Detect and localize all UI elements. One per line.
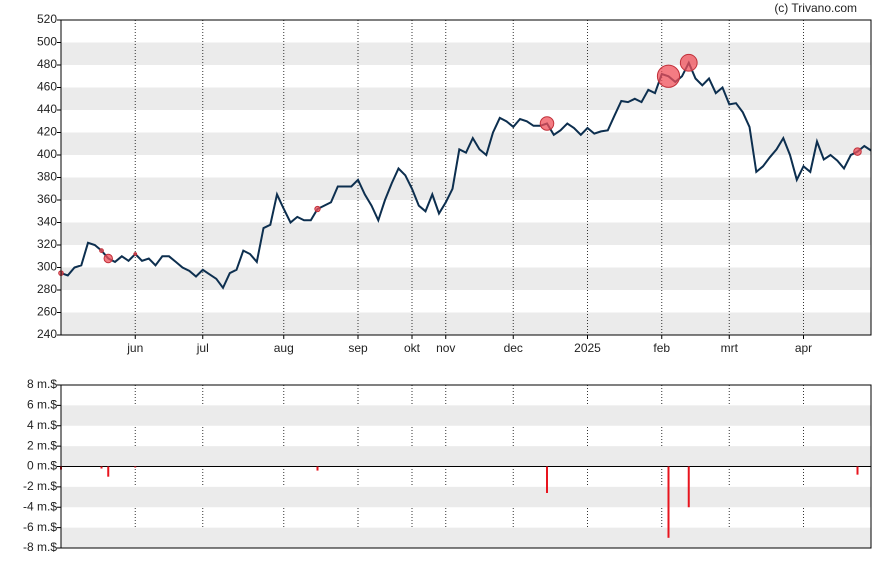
plot-frame [60, 384, 872, 549]
trade-marker [656, 64, 681, 88]
y-tick-label: 420 [37, 125, 57, 139]
grid-band [61, 405, 871, 426]
bar [856, 466, 859, 475]
y-tick-label: 380 [37, 170, 57, 184]
y-tick-label: 480 [37, 57, 57, 71]
x-tick-label: jun [126, 341, 143, 355]
y-tick-label: 240 [37, 327, 57, 341]
x-tick-label: dec [504, 341, 523, 355]
y-tick-label: 2 m.$ [27, 438, 57, 452]
bar [546, 466, 548, 493]
trade-marker [679, 53, 698, 72]
y-tick-label: 4 m.$ [27, 418, 57, 432]
plot-frame [60, 19, 872, 336]
y-tick-label: -8 m.$ [23, 540, 57, 554]
grid-band [61, 486, 871, 508]
grid-band [61, 42, 871, 65]
x-tick-label: mrt [721, 341, 739, 355]
y-tick-label: 320 [37, 237, 57, 251]
grid-band [61, 267, 871, 290]
y-tick-label: 280 [37, 282, 57, 296]
trade-marker [133, 252, 138, 256]
y-tick-label: 8 m.$ [27, 377, 57, 391]
grid-band [61, 87, 871, 110]
y-tick-label: 400 [37, 147, 57, 161]
grid-band [61, 527, 871, 548]
trade-marker [539, 116, 555, 131]
bar [687, 466, 690, 508]
bar [100, 466, 103, 469]
grid-band [61, 446, 871, 467]
y-tick-label: 440 [37, 102, 57, 116]
x-tick-label: aug [274, 341, 294, 355]
y-tick-label: 520 [37, 12, 57, 26]
x-tick-label: 2025 [574, 341, 601, 355]
trade-marker [99, 248, 104, 254]
x-tick-label: apr [795, 341, 812, 355]
y-tick-label: 300 [37, 260, 57, 274]
y-tick-label: 340 [37, 215, 57, 229]
bar [107, 466, 110, 477]
bar [667, 466, 670, 538]
grid-band [61, 312, 871, 335]
y-tick-label: 360 [37, 192, 57, 206]
y-tick-label: 460 [37, 80, 57, 94]
x-tick-label: okt [404, 341, 421, 355]
y-tick-label: 0 m.$ [27, 459, 57, 473]
bar [134, 466, 137, 468]
trade-marker [103, 253, 113, 264]
trade-marker [314, 205, 321, 213]
x-tick-label: jul [196, 341, 209, 355]
y-tick-label: -4 m.$ [23, 499, 57, 513]
watermark: (c) Trivano.com [774, 1, 857, 15]
grid-band [61, 222, 871, 245]
grid-band [61, 132, 871, 155]
x-tick-label: nov [436, 341, 455, 355]
price-line [60, 60, 872, 290]
grid-band [61, 177, 871, 200]
x-tick-label: feb [653, 341, 670, 355]
bar [316, 466, 319, 471]
y-tick-label: 500 [37, 35, 57, 49]
trade-marker [853, 147, 862, 156]
y-tick-label: -2 m.$ [23, 479, 57, 493]
x-tick-label: sep [348, 341, 368, 355]
y-tick-label: 6 m.$ [27, 398, 57, 412]
y-tick-label: -6 m.$ [23, 520, 57, 534]
y-tick-label: 260 [37, 305, 57, 319]
